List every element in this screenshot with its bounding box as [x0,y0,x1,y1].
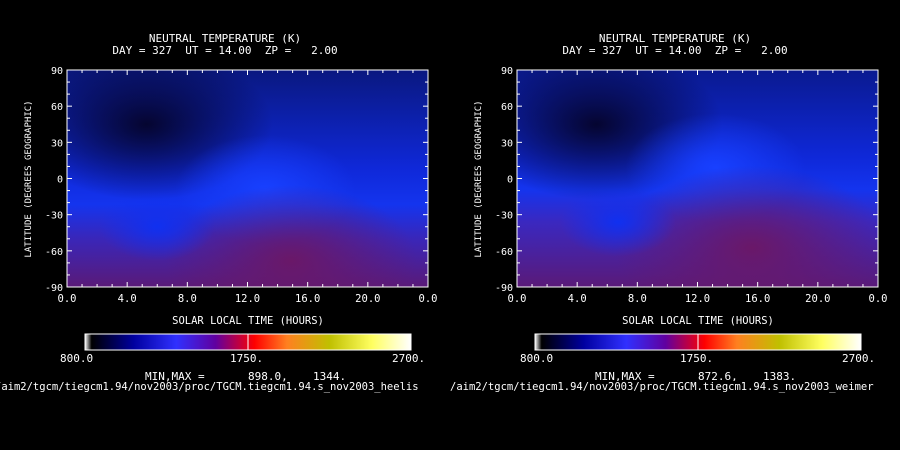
x-tick-label: 0.0 [508,293,527,305]
source-paths: /aim2/tgcm/tiegcm1.94/nov2003/proc/TGCM.… [0,375,900,395]
y-tick-label: 0 [507,175,513,186]
y-tick-label: 60 [501,102,513,113]
minmax-label: MIN,MAX = [595,370,655,383]
heatmap-plot: 0.0 4.0 8.0 12.0 16.0 20.0 0.0 90 60 30 0 -30 -60 -9… [474,66,888,351]
x-tick-label: 8.0 [178,293,197,305]
dip-region [67,70,428,287]
y-axis: 90 60 30 0 -30 -60 -90 [495,66,878,294]
source-path-left: /aim2/tgcm/tiegcm1.94/nov2003/proc/TGCM.… [0,381,419,393]
y-tick-label: 30 [51,138,63,149]
left-panel: NEUTRAL TEMPERATURE (K) DAY = 327 UT = 1… [24,32,438,384]
x-axis: 0.0 4.0 8.0 12.0 16.0 20.0 0.0 [58,70,438,305]
min-value: 872.6, [698,370,738,383]
colorbar-mid-label: 1750. [230,352,264,365]
colorbar-max-label: 2700. [392,352,426,365]
max-value: 1344. [313,370,347,383]
max-value: 1383. [763,370,797,383]
y-axis-label: LATITUDE (DEGREES GEOGRAPHIC) [24,100,34,257]
x-tick-label: 20.0 [805,293,830,305]
colorbar-min-label: 800.0 [520,352,554,365]
y-axis: 90 60 30 0 -30 -60 -90 [45,66,428,294]
x-tick-label: 0.0 [58,293,77,305]
y-tick-label: -60 [45,247,63,258]
x-tick-label: 16.0 [295,293,320,305]
x-axis: 0.0 4.0 8.0 12.0 16.0 20.0 0.0 [508,70,888,305]
heatmap-plot: 0.0 4.0 8.0 12.0 16.0 20.0 0.0 90 60 30 0 -30 -60 -9… [24,66,438,351]
chart-title: NEUTRAL TEMPERATURE (K) [598,32,752,45]
y-tick-label: -30 [45,211,63,222]
y-tick-label: -90 [495,283,513,294]
min-value: 898.0, [248,370,288,383]
x-tick-label: 4.0 [118,293,137,305]
colorbar-min-label: 800.0 [60,352,94,365]
dip-region [517,70,878,287]
colorbar-max-label: 2700. [842,352,876,365]
x-tick-label: 0.0 [869,293,888,305]
y-axis-label: LATITUDE (DEGREES GEOGRAPHIC) [474,100,484,257]
minmax-label: MIN,MAX = [145,370,205,383]
chart-subtitle: DAY = 327 UT = 14.00 ZP = 2.00 [112,44,338,57]
y-tick-label: 90 [51,66,63,77]
right-panel: NEUTRAL TEMPERATURE (K) DAY = 327 UT = 1… [450,0,900,450]
y-tick-label: 90 [501,66,513,77]
x-tick-label: 0.0 [419,293,438,305]
x-tick-label: 4.0 [568,293,587,305]
colorbar-mid-label: 1750. [680,352,714,365]
y-tick-label: 30 [501,138,513,149]
x-tick-label: 16.0 [745,293,770,305]
x-tick-label: 8.0 [628,293,647,305]
y-tick-label: -30 [495,211,513,222]
y-tick-label: 60 [51,102,63,113]
x-axis-label: SOLAR LOCAL TIME (HOURS) [622,315,774,327]
y-tick-label: -90 [45,283,63,294]
x-axis-label: SOLAR LOCAL TIME (HOURS) [172,315,324,327]
chart-subtitle: DAY = 327 UT = 14.00 ZP = 2.00 [562,44,788,57]
x-tick-label: 12.0 [235,293,260,305]
y-tick-label: -60 [495,247,513,258]
x-tick-label: 12.0 [685,293,710,305]
y-tick-label: 0 [57,175,63,186]
chart-title: NEUTRAL TEMPERATURE (K) [148,32,302,45]
x-tick-label: 20.0 [355,293,380,305]
source-path-right: /aim2/tgcm/tiegcm1.94/nov2003/proc/TGCM.… [450,381,874,393]
